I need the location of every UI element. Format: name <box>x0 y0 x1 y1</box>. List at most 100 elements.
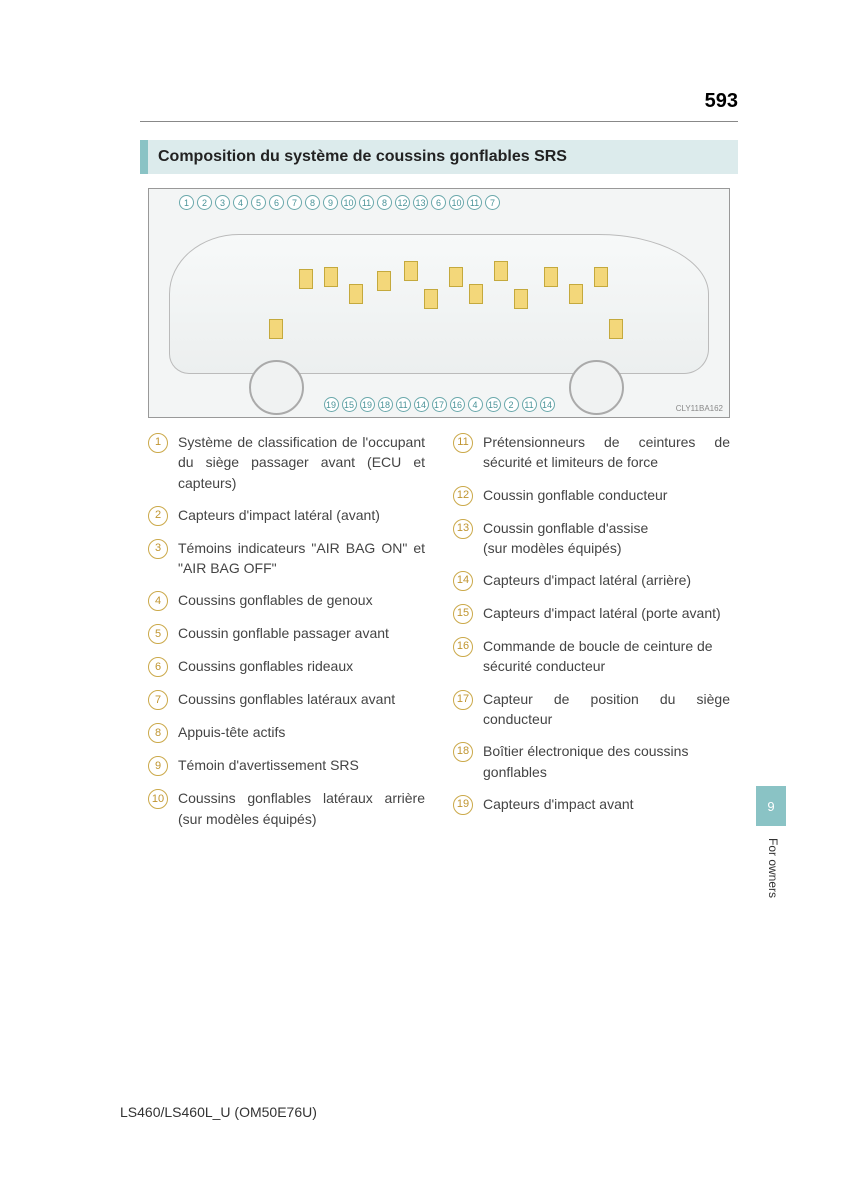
callout-7: 7 <box>485 195 500 210</box>
legend-number-15: 15 <box>453 604 473 624</box>
legend-number-13: 13 <box>453 519 473 539</box>
legend-item-2: 2 Capteurs d'impact latéral (avant) <box>148 505 425 526</box>
legend-item-4: 4Coussins gonflables de genoux <box>148 590 425 611</box>
legend-number-16: 16 <box>453 637 473 657</box>
legend-number-5: 5 <box>148 624 168 644</box>
callout-3: 3 <box>215 195 230 210</box>
callout-8: 8 <box>305 195 320 210</box>
legend-text-16: Commande de boucle de ceinture de sécuri… <box>483 636 730 677</box>
airbag-component <box>324 267 338 287</box>
chapter-tab: 9 <box>756 786 786 826</box>
legend-item-11: 11Prétensionneurs de ceintures de sécuri… <box>453 432 730 473</box>
legend-item-12: 12 Coussin gonflable conducteur <box>453 485 730 506</box>
legend-number-17: 17 <box>453 690 473 710</box>
callout-18: 18 <box>378 397 393 412</box>
legend-number-7: 7 <box>148 690 168 710</box>
chapter-label: For owners <box>766 838 780 898</box>
legend-item-1: 1 Système de classification de l'occupant… <box>148 432 425 493</box>
legend-text-9: Témoin d'avertissement SRS <box>178 755 425 775</box>
legend-number-6: 6 <box>148 657 168 677</box>
airbag-component <box>424 289 438 309</box>
legend-number-14: 14 <box>453 571 473 591</box>
legend-text-12: Coussin gonflable conducteur <box>483 485 730 505</box>
callout-1: 1 <box>179 195 194 210</box>
callout-6: 6 <box>269 195 284 210</box>
legend-number-10: 10 <box>148 789 168 809</box>
callout-19: 19 <box>360 397 375 412</box>
callout-8: 8 <box>377 195 392 210</box>
callout-7: 7 <box>287 195 302 210</box>
airbag-component <box>377 271 391 291</box>
airbag-component <box>449 267 463 287</box>
callout-11: 11 <box>396 397 411 412</box>
legend-columns: 1 Système de classification de l'occupant… <box>148 432 730 841</box>
legend-item-17: 17 Capteur de position du siège conducteu… <box>453 689 730 730</box>
legend-item-13: 13Coussin gonflable d'assise (sur modèle… <box>453 518 730 559</box>
legend-number-12: 12 <box>453 486 473 506</box>
legend-item-7: 7 Coussins gonflables latéraux avant <box>148 689 425 710</box>
legend-number-19: 19 <box>453 795 473 815</box>
legend-right-column: 11Prétensionneurs de ceintures de sécuri… <box>453 432 730 841</box>
callout-11: 11 <box>467 195 482 210</box>
callout-16: 16 <box>450 397 465 412</box>
legend-item-18: 18 Boîtier électronique des coussins gonf… <box>453 741 730 782</box>
callout-10: 10 <box>341 195 356 210</box>
airbag-diagram: 123456789101181213610117 191519181114171… <box>148 188 730 418</box>
airbag-component <box>349 284 363 304</box>
callout-5: 5 <box>251 195 266 210</box>
legend-number-2: 2 <box>148 506 168 526</box>
legend-item-16: 16 Commande de boucle de ceinture de sécu… <box>453 636 730 677</box>
legend-text-8: Appuis-tête actifs <box>178 722 425 742</box>
legend-text-11: Prétensionneurs de ceintures de sécurité… <box>483 432 730 473</box>
legend-item-15: 15 Capteurs d'impact latéral (porte avant… <box>453 603 730 624</box>
airbag-component <box>299 269 313 289</box>
airbag-component <box>269 319 283 339</box>
callout-14: 14 <box>540 397 555 412</box>
diagram-code: CLY11BA162 <box>676 404 723 413</box>
legend-number-4: 4 <box>148 591 168 611</box>
legend-text-19: Capteurs d'impact avant <box>483 794 730 814</box>
legend-text-3: Témoins indicateurs "AIR BAG ON" et "AIR… <box>178 538 425 579</box>
legend-item-3: 3 Témoins indicateurs "AIR BAG ON" et "AI… <box>148 538 425 579</box>
airbag-component <box>494 261 508 281</box>
callout-11: 11 <box>522 397 537 412</box>
legend-text-17: Capteur de position du siège conducteur <box>483 689 730 730</box>
airbag-component <box>569 284 583 304</box>
top-rule <box>140 121 738 122</box>
airbag-component <box>609 319 623 339</box>
callout-2: 2 <box>504 397 519 412</box>
callout-2: 2 <box>197 195 212 210</box>
airbag-component <box>594 267 608 287</box>
legend-text-7: Coussins gonflables latéraux avant <box>178 689 425 709</box>
callout-13: 13 <box>413 195 428 210</box>
callout-6: 6 <box>431 195 446 210</box>
legend-number-18: 18 <box>453 742 473 762</box>
callout-11: 11 <box>359 195 374 210</box>
legend-number-8: 8 <box>148 723 168 743</box>
legend-item-19: 19 Capteurs d'impact avant <box>453 794 730 815</box>
callout-4: 4 <box>468 397 483 412</box>
legend-item-6: 6 Coussins gonflables rideaux <box>148 656 425 677</box>
legend-text-1: Système de classification de l'occupant … <box>178 432 425 493</box>
legend-number-1: 1 <box>148 433 168 453</box>
legend-item-5: 5Coussin gonflable passager avant <box>148 623 425 644</box>
airbag-component <box>544 267 558 287</box>
callout-10: 10 <box>449 195 464 210</box>
callout-14: 14 <box>414 397 429 412</box>
legend-item-14: 14Capteurs d'impact latéral (arrière) <box>453 570 730 591</box>
footer-text: LS460/LS460L_U (OM50E76U) <box>120 1104 317 1120</box>
airbag-component <box>404 261 418 281</box>
airbag-component <box>469 284 483 304</box>
callout-15: 15 <box>342 397 357 412</box>
callout-15: 15 <box>486 397 501 412</box>
callout-19: 19 <box>324 397 339 412</box>
legend-text-15: Capteurs d'impact latéral (porte avant) <box>483 603 730 623</box>
legend-item-8: 8 Appuis-tête actifs <box>148 722 425 743</box>
legend-text-2: Capteurs d'impact latéral (avant) <box>178 505 425 525</box>
legend-text-18: Boîtier électronique des coussins gonfla… <box>483 741 730 782</box>
callout-4: 4 <box>233 195 248 210</box>
car-outline <box>169 234 709 374</box>
legend-number-3: 3 <box>148 539 168 559</box>
legend-item-10: 10Coussins gonflables latéraux arrière (… <box>148 788 425 829</box>
legend-text-6: Coussins gonflables rideaux <box>178 656 425 676</box>
